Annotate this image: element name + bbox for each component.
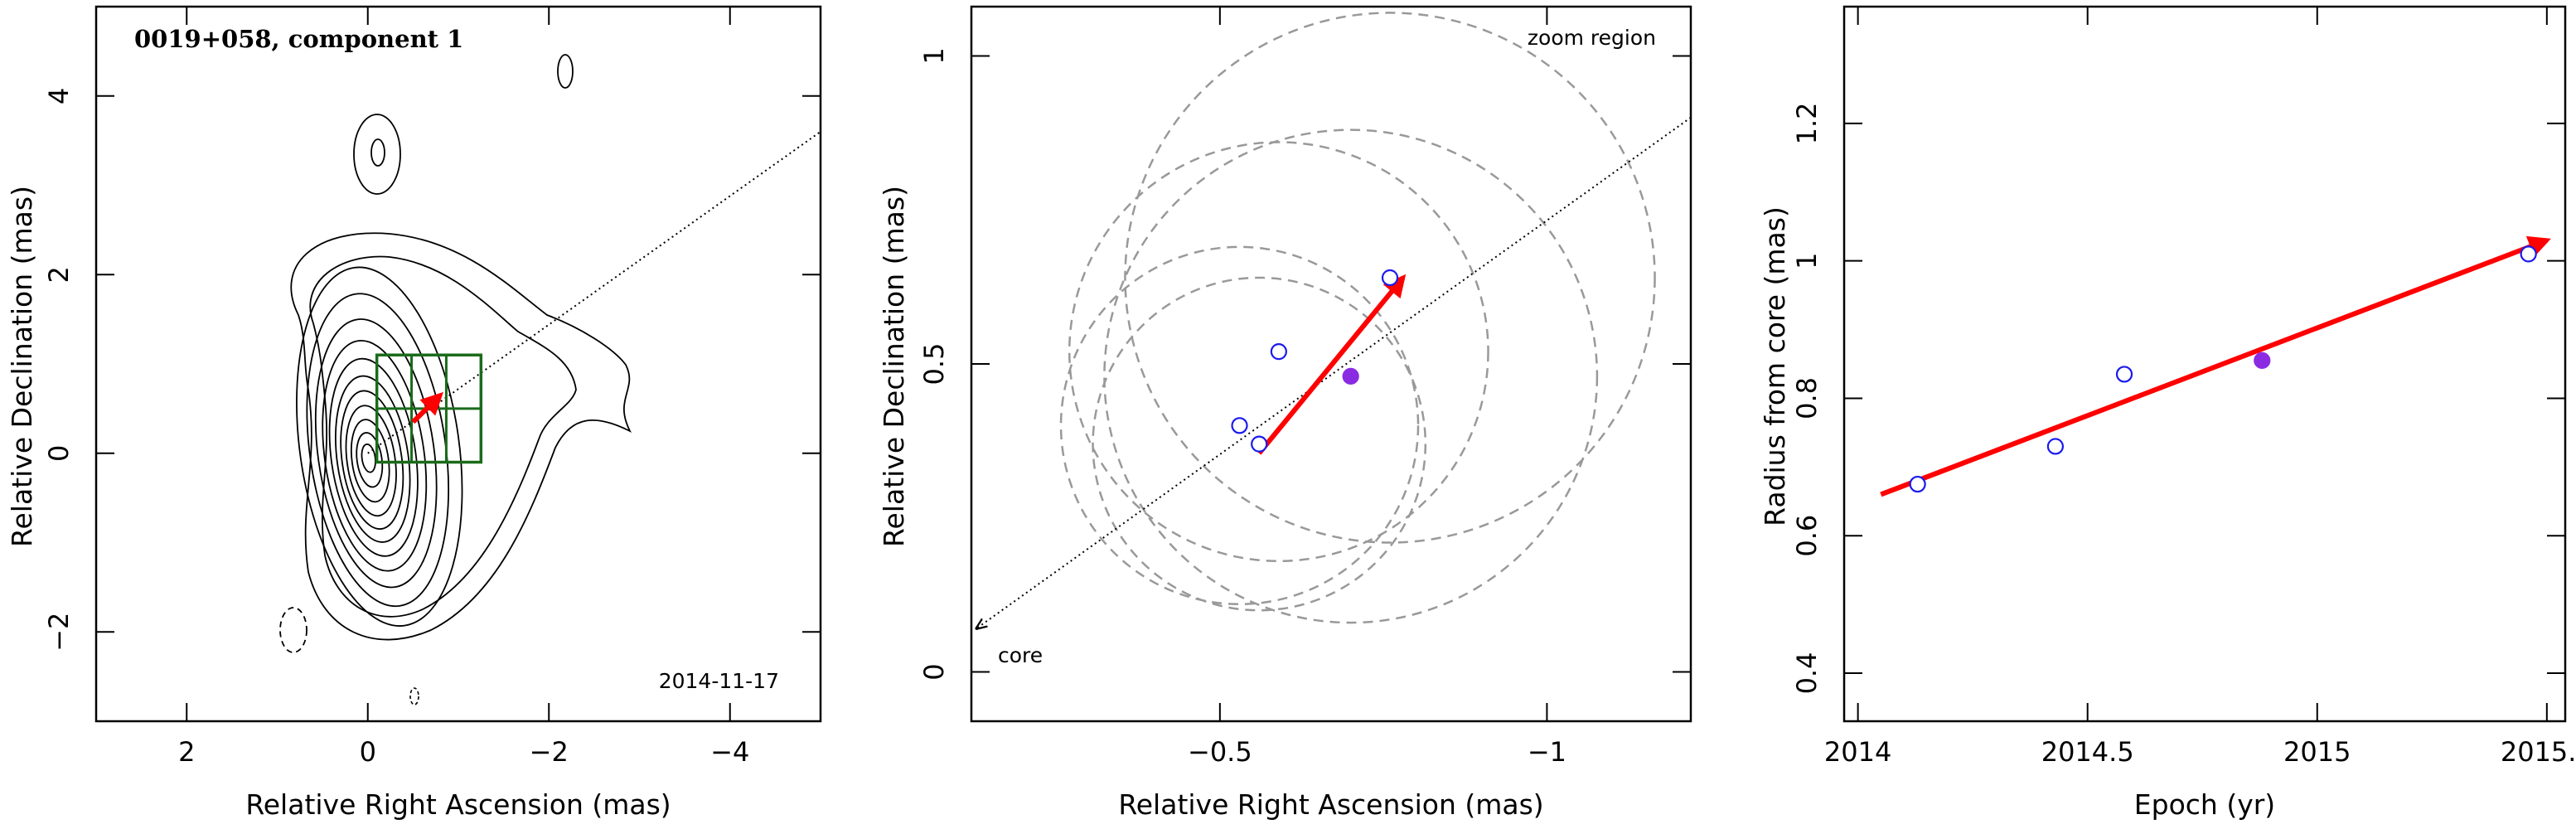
panel1-x-tick-label: −4 [710,736,749,768]
panel2-x-tick-label: −1 [1528,736,1566,768]
panel2-plot-area: −0.5 −1 0 0.5 1 [918,5,1692,768]
panel2-y-tick-label: 0 [918,663,950,680]
panel1-x-axis-title: Relative Right Ascension (mas) [245,788,671,821]
contour-level [335,375,411,543]
panel1-y-tick-label: 0 [43,445,75,462]
contour-negative-small [409,687,419,705]
jet-axis-line [976,116,1691,628]
panel3-y-axis-title: Radius from core (mas) [1759,206,1791,526]
panel1-x-tick-label: 2 [178,736,195,768]
panel2-y-tick-label: 1 [918,47,950,64]
motion-vector-arrow [411,391,443,424]
panel2-x-axis-title: Relative Right Ascension (mas) [1118,788,1543,821]
data-point-open [2115,366,2133,383]
panel3-y-tick-label: 0.6 [1791,515,1823,557]
panel-contour-map: 2 0 −2 −4 −2 0 2 4 0019+058, component 1 2014-1… [6,5,822,821]
panel3-y-tick-label: 0.8 [1791,377,1823,419]
contour-north-core [370,138,385,167]
panel1-x-tick-label: 0 [360,736,376,768]
panel-zoom-scatter: −0.5 −1 0 0.5 1 zoom region core Relative Ri… [878,5,1692,821]
fit-line-arrow [1880,235,2551,497]
panel3-x-axis-title: Epoch (yr) [2134,788,2275,821]
panel2-y-axis-title: Relative Declination (mas) [878,186,910,547]
panel3-plot-area: 2014 2014.5 2015 2015.5 0.4 0.6 0.8 1 1.2 [1791,5,2576,768]
panel1-y-tick-label: 2 [43,266,75,283]
component-size-circle [1124,12,1656,544]
contour-negative [279,607,307,653]
contour-outer [290,232,632,641]
data-point-open [1251,435,1268,453]
data-point-open [2046,438,2065,455]
data-point-filled [1342,367,1359,385]
contour-second [309,255,577,618]
contour-level [314,318,438,589]
panel3-y-tick-label: 1 [1791,252,1823,269]
panel1-title: 0019+058, component 1 [134,25,463,53]
contour-level [340,390,404,530]
component-size-circle [1059,245,1420,606]
panel1-frame [94,5,822,723]
contour-level [296,266,463,627]
contour-level [361,443,376,473]
component-size-circle [1068,141,1489,563]
component-size-circle [1092,276,1427,612]
component-size-circle [1103,128,1599,624]
panel2-clipped-layer [976,12,1691,628]
panel2-x-tick-label: −0.5 [1188,736,1252,768]
contour-level [356,432,384,488]
zoom-region-label: zoom region [1528,26,1656,50]
panel3-x-tick-label: 2014.5 [2041,736,2134,768]
panel3-frame [1842,5,2567,723]
panel3-x-tick-label: 2015 [2283,736,2351,768]
contour-small-blob [557,54,574,89]
panel1-y-tick-label: −2 [43,613,75,652]
core-label: core [998,643,1043,667]
data-point-open [1909,475,1926,493]
contour-level [350,419,390,503]
panel1-y-tick-label: 4 [43,88,75,104]
data-point-open [1231,417,1248,434]
motion-vector-arrow [1257,274,1407,455]
panel3-y-tick-label: 0.4 [1791,652,1823,695]
data-point-open [1270,343,1287,361]
contour-level [345,405,397,517]
contour-level [328,357,419,557]
jet-axis-line [367,131,821,454]
data-point-open [2520,245,2537,263]
panel2-y-tick-label: 0.5 [918,343,950,385]
data-point-open [1381,269,1399,287]
panel1-y-axis-title: Relative Declination (mas) [6,186,38,547]
contour-north-blob [353,114,401,195]
panel1-x-tick-label: −2 [530,736,569,768]
panel3-x-tick-label: 2015.5 [2501,736,2576,768]
data-point-filled [2254,351,2271,369]
panel1-plot-area: 2 0 −2 −4 −2 0 2 4 [43,5,822,768]
panel3-x-tick-label: 2014 [1824,736,1891,768]
panel3-y-tick-label: 1.2 [1791,102,1823,144]
panel1-date-label: 2014-11-17 [659,669,779,693]
panel-radius-epoch: 2014 2014.5 2015 2015.5 0.4 0.6 0.8 1 1.2 Epoch … [1759,5,2576,821]
